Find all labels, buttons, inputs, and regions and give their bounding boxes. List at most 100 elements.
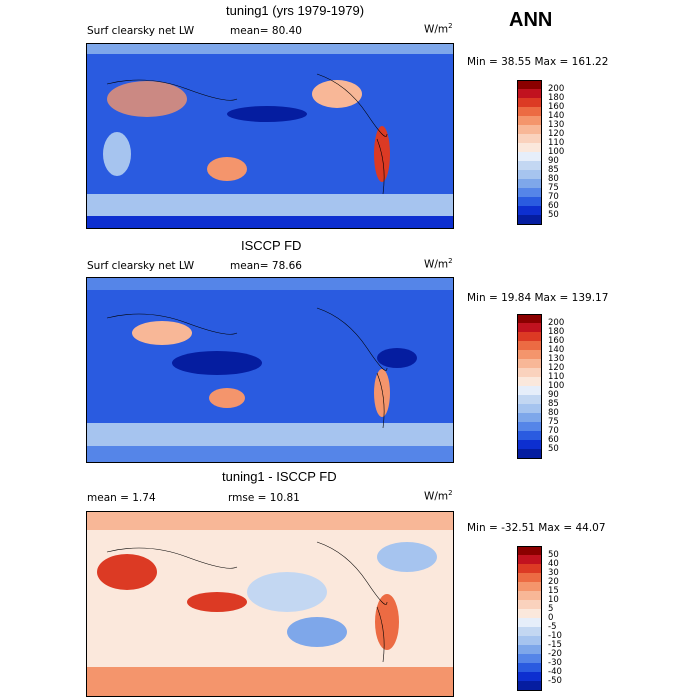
colorbar-swatch — [517, 440, 542, 449]
colorbar-tick-label: 130 — [548, 119, 565, 130]
colorbar-swatch — [517, 422, 542, 431]
colorbar-tick-label: 0 — [548, 612, 554, 623]
colorbar-tick-label: 110 — [548, 371, 565, 382]
panel2-title: ISCCP FD — [241, 238, 302, 253]
colorbar-tick-label: -20 — [548, 648, 562, 659]
panel2-minmax: Min = 19.84 Max = 139.17 — [467, 292, 609, 304]
colorbar-swatch — [517, 368, 542, 377]
colorbar-swatch — [517, 645, 542, 654]
colorbar-swatch — [517, 332, 542, 341]
colorbar-swatch — [517, 591, 542, 600]
colorbar-tick-label: 110 — [548, 137, 565, 148]
colorbar-swatch — [517, 89, 542, 98]
colorbar-swatch — [517, 654, 542, 663]
panel3-title: tuning1 - ISCCP FD — [222, 469, 337, 484]
colorbar-tick-label: 20 — [548, 576, 559, 587]
panel1-units: W/m2 — [424, 22, 453, 36]
colorbar-tick-label: 50 — [548, 209, 559, 220]
panel3-units: W/m2 — [424, 489, 453, 503]
colorbar-swatch — [517, 107, 542, 116]
colorbar-swatch — [517, 663, 542, 672]
colorbar-swatch — [517, 134, 542, 143]
colorbar-tick-label: 180 — [548, 92, 565, 103]
colorbar-tick-label: 30 — [548, 567, 559, 578]
colorbar-swatch — [517, 314, 542, 324]
panel3-colorbar: 50 40 30 20 15 10 5 0 -5 -10 -15 -20 -30 -40 -50 — [517, 546, 577, 691]
colorbar-tick-label: 50 — [548, 549, 559, 560]
colorbar-swatch — [517, 170, 542, 179]
panel1-variable-label: Surf clearsky net LW — [87, 25, 195, 37]
colorbar-swatch — [517, 350, 542, 359]
colorbar-swatch — [517, 179, 542, 188]
colorbar-tick-label: 160 — [548, 335, 565, 346]
colorbar-tick-label: 80 — [548, 173, 559, 184]
panel2-map-svg — [87, 278, 453, 462]
panel2-colorbar: 200 180 160 140 130 120 110 100 90 85 80 75 70 60 50 — [517, 314, 577, 459]
colorbar-swatch — [517, 386, 542, 395]
colorbar-tick-label: -5 — [548, 621, 557, 632]
colorbar-swatch — [517, 341, 542, 350]
colorbar-swatch — [517, 152, 542, 161]
panel1-map — [86, 43, 454, 229]
colorbar-swatch — [517, 627, 542, 636]
colorbar-swatch — [517, 609, 542, 618]
colorbar-tick-label: 70 — [548, 425, 559, 436]
colorbar-swatch — [517, 98, 542, 107]
colorbar-swatch — [517, 546, 542, 556]
colorbar-swatch — [517, 206, 542, 215]
colorbar-tick-label: 15 — [548, 585, 559, 596]
panel3-rmse: rmse = 10.81 — [228, 492, 300, 504]
panel2-map — [86, 277, 454, 463]
colorbar-tick-label: 60 — [548, 200, 559, 211]
colorbar-swatch — [517, 555, 542, 564]
colorbar-tick-label: -40 — [548, 666, 562, 677]
colorbar-tick-label: 10 — [548, 594, 559, 605]
colorbar-tick-label: 120 — [548, 128, 565, 139]
colorbar-tick-label: 70 — [548, 191, 559, 202]
colorbar-swatch — [517, 323, 542, 332]
colorbar-tick-label: 100 — [548, 380, 565, 391]
colorbar-tick-label: 60 — [548, 434, 559, 445]
colorbar-tick-label: 50 — [548, 443, 559, 454]
panel2-mean: mean= 78.66 — [230, 260, 302, 272]
panel3-mean: mean = 1.74 — [87, 492, 156, 504]
colorbar-swatch — [517, 143, 542, 152]
colorbar-swatch — [517, 681, 542, 691]
panel1-minmax: Min = 38.55 Max = 161.22 — [467, 56, 609, 68]
colorbar-swatch — [517, 564, 542, 573]
colorbar-tick-label: 5 — [548, 603, 554, 614]
colorbar-tick-label: 75 — [548, 182, 559, 193]
colorbar-swatch — [517, 449, 542, 459]
colorbar-swatch — [517, 188, 542, 197]
colorbar-swatch — [517, 161, 542, 170]
colorbar-swatch — [517, 672, 542, 681]
colorbar-tick-label: 90 — [548, 155, 559, 166]
colorbar-swatch — [517, 431, 542, 440]
colorbar-tick-label: 75 — [548, 416, 559, 427]
season-label: ANN — [509, 9, 553, 31]
colorbar-tick-label: 160 — [548, 101, 565, 112]
colorbar-tick-label: 90 — [548, 389, 559, 400]
colorbar-tick-label: -15 — [548, 639, 562, 650]
colorbar-tick-label: 85 — [548, 164, 559, 175]
colorbar-tick-label: 200 — [548, 83, 565, 94]
colorbar-tick-label: -50 — [548, 675, 562, 686]
panel2-units: W/m2 — [424, 257, 453, 271]
colorbar-swatch — [517, 404, 542, 413]
colorbar-swatch — [517, 413, 542, 422]
colorbar-tick-label: 180 — [548, 326, 565, 337]
panel1-title: tuning1 (yrs 1979-1979) — [226, 3, 365, 18]
colorbar-tick-label: 80 — [548, 407, 559, 418]
colorbar-swatch — [517, 215, 542, 225]
panel3-map — [86, 511, 454, 697]
colorbar-swatch — [517, 359, 542, 368]
colorbar-tick-label: -30 — [548, 657, 562, 668]
colorbar-swatch — [517, 395, 542, 404]
colorbar-tick-label: -10 — [548, 630, 562, 641]
colorbar-tick-label: 200 — [548, 317, 565, 328]
colorbar-swatch — [517, 80, 542, 90]
panel1-map-svg — [87, 44, 453, 228]
panel1-colorbar: 200 180 160 140 130 120 110 100 90 85 80 75 70 60 50 — [517, 80, 577, 225]
colorbar-tick-label: 140 — [548, 110, 565, 121]
colorbar-swatch — [517, 582, 542, 591]
